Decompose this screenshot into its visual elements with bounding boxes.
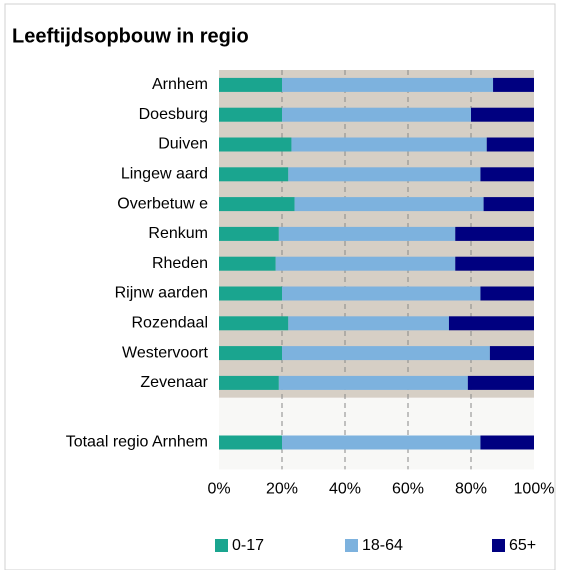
legend-label: 18-64	[362, 537, 403, 554]
chart-title: Leeftijdsopbouw in regio	[12, 25, 249, 47]
bar-segment	[219, 375, 279, 390]
y-tick-label: Westervoort	[122, 344, 209, 361]
y-tick-label: Lingew aard	[121, 166, 208, 183]
legend-swatch	[215, 539, 228, 552]
y-tick-label: Overbetuw e	[117, 195, 208, 212]
y-tick-label: Rijnw aarden	[115, 285, 208, 302]
bar-segment	[282, 435, 481, 450]
bar-segment	[219, 77, 282, 92]
legend-label: 0-17	[232, 537, 264, 554]
legend-label: 65+	[509, 537, 536, 554]
bar-segment	[282, 77, 494, 92]
bar-segment	[219, 167, 289, 182]
bar-segment	[278, 226, 456, 241]
x-tick-label: 100%	[514, 481, 555, 498]
bar-segment	[471, 107, 534, 122]
bar-segment	[467, 375, 534, 390]
bar-segment	[282, 346, 490, 361]
bar-segment	[275, 256, 456, 271]
bar-segment	[219, 435, 282, 450]
bar-segment	[219, 226, 279, 241]
bar-segment	[288, 167, 481, 182]
bar-segment	[219, 107, 282, 122]
bar-segment	[219, 286, 282, 301]
plot-background	[219, 397, 534, 470]
bar-segment	[455, 226, 534, 241]
bar-segment	[282, 286, 481, 301]
y-tick-label: Rheden	[152, 255, 208, 272]
x-tick-label: 40%	[329, 481, 361, 498]
x-tick-label: 60%	[392, 481, 424, 498]
bar-segment	[282, 107, 471, 122]
bar-segment	[455, 256, 534, 271]
bar-segment	[483, 197, 534, 212]
bar-segment	[480, 167, 534, 182]
y-tick-label: Doesburg	[139, 106, 208, 123]
x-tick-label: 80%	[455, 481, 487, 498]
bar-segment	[219, 137, 292, 152]
y-tick-label: Renkum	[148, 225, 208, 242]
x-tick-label: 0%	[207, 481, 230, 498]
legend-swatch	[492, 539, 505, 552]
y-tick-label: Duiven	[158, 136, 208, 153]
y-tick-label: Zevenaar	[140, 374, 208, 391]
y-tick-label: Totaal regio Arnhem	[66, 434, 208, 451]
bar-segment	[288, 316, 449, 331]
bar-segment	[219, 197, 295, 212]
x-tick-label: 20%	[266, 481, 298, 498]
y-tick-label: Arnhem	[152, 76, 208, 93]
bar-segment	[493, 77, 534, 92]
bar-segment	[219, 316, 289, 331]
bar-segment	[480, 286, 534, 301]
y-tick-label: Rozendaal	[132, 315, 209, 332]
bar-segment	[489, 346, 534, 361]
bar-segment	[486, 137, 534, 152]
legend-swatch	[345, 539, 358, 552]
bar-segment	[448, 316, 534, 331]
bar-segment	[294, 197, 484, 212]
bar-segment	[219, 256, 276, 271]
bar-segment	[219, 346, 282, 361]
bar-segment	[278, 375, 468, 390]
bar-segment	[291, 137, 487, 152]
bar-segment	[480, 435, 534, 450]
